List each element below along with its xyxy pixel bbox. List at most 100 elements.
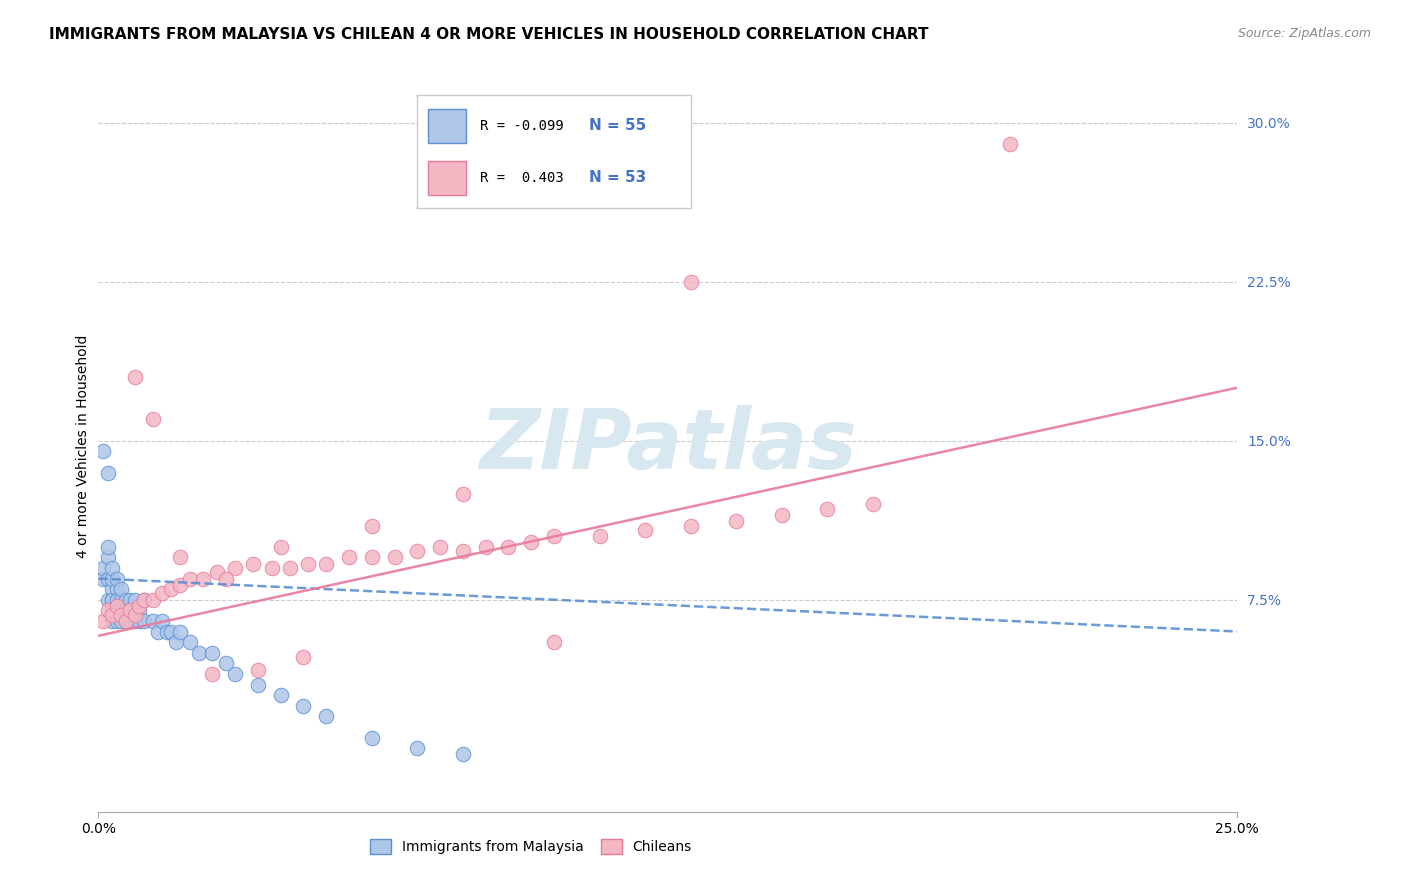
- Point: [128, 603, 150, 617]
- Point: [179, 572, 201, 586]
- Point: [270, 540, 292, 554]
- Point: [114, 614, 136, 628]
- Point: [292, 698, 315, 713]
- Point: [270, 688, 292, 702]
- Point: [679, 275, 702, 289]
- Point: [96, 572, 118, 586]
- Point: [124, 614, 146, 628]
- Point: [451, 544, 474, 558]
- Point: [101, 603, 124, 617]
- Point: [142, 614, 165, 628]
- Text: R =  0.403: R = 0.403: [481, 170, 564, 185]
- Point: [128, 614, 150, 628]
- Point: [384, 550, 406, 565]
- Point: [169, 624, 191, 639]
- Point: [725, 514, 748, 528]
- Point: [315, 709, 337, 723]
- Point: [114, 592, 136, 607]
- Point: [193, 572, 215, 586]
- Point: [242, 557, 264, 571]
- Point: [101, 582, 124, 596]
- Point: [770, 508, 793, 522]
- Point: [101, 607, 124, 622]
- Point: [101, 572, 124, 586]
- Point: [215, 657, 238, 671]
- Point: [543, 635, 565, 649]
- Point: [150, 586, 173, 600]
- Point: [679, 518, 702, 533]
- Point: [91, 444, 114, 458]
- Point: [132, 614, 155, 628]
- Point: [150, 614, 173, 628]
- Point: [360, 550, 382, 565]
- Y-axis label: 4 or more Vehicles in Household: 4 or more Vehicles in Household: [76, 334, 90, 558]
- Text: R = -0.099: R = -0.099: [481, 119, 564, 133]
- Point: [315, 557, 337, 571]
- Point: [588, 529, 610, 543]
- Point: [815, 501, 838, 516]
- Legend: Immigrants from Malaysia, Chileans: Immigrants from Malaysia, Chileans: [364, 834, 697, 860]
- Point: [278, 561, 301, 575]
- Point: [101, 592, 124, 607]
- Point: [360, 518, 382, 533]
- Point: [96, 592, 118, 607]
- Point: [105, 572, 128, 586]
- Point: [124, 592, 146, 607]
- Point: [105, 599, 128, 613]
- Point: [215, 572, 238, 586]
- Point: [96, 540, 118, 554]
- Point: [634, 523, 657, 537]
- Point: [862, 497, 884, 511]
- Text: N = 53: N = 53: [589, 170, 647, 186]
- Point: [224, 667, 246, 681]
- Point: [120, 603, 142, 617]
- Point: [96, 466, 118, 480]
- Point: [337, 550, 360, 565]
- Point: [114, 614, 136, 628]
- Point: [146, 624, 169, 639]
- Point: [520, 535, 543, 549]
- Point: [128, 599, 150, 613]
- Point: [543, 529, 565, 543]
- Point: [101, 561, 124, 575]
- Point: [91, 561, 114, 575]
- Point: [105, 603, 128, 617]
- Point: [105, 614, 128, 628]
- Point: [110, 603, 132, 617]
- Point: [406, 544, 429, 558]
- Point: [160, 582, 183, 596]
- Point: [156, 624, 179, 639]
- Text: IMMIGRANTS FROM MALAYSIA VS CHILEAN 4 OR MORE VEHICLES IN HOUSEHOLD CORRELATION : IMMIGRANTS FROM MALAYSIA VS CHILEAN 4 OR…: [49, 27, 929, 42]
- Point: [105, 592, 128, 607]
- Point: [451, 747, 474, 762]
- Point: [120, 592, 142, 607]
- Point: [142, 592, 165, 607]
- Point: [205, 565, 228, 579]
- Point: [360, 731, 382, 745]
- Point: [96, 603, 118, 617]
- Point: [165, 635, 187, 649]
- Point: [105, 582, 128, 596]
- Point: [498, 540, 520, 554]
- Point: [132, 592, 155, 607]
- Point: [224, 561, 246, 575]
- Point: [124, 370, 146, 384]
- Point: [201, 667, 224, 681]
- Point: [451, 486, 474, 500]
- Text: Source: ZipAtlas.com: Source: ZipAtlas.com: [1237, 27, 1371, 40]
- Point: [110, 592, 132, 607]
- Point: [187, 646, 209, 660]
- Point: [124, 607, 146, 622]
- Point: [246, 663, 269, 677]
- Bar: [429, 161, 467, 194]
- Point: [101, 614, 124, 628]
- Point: [297, 557, 319, 571]
- Point: [429, 540, 451, 554]
- Point: [114, 603, 136, 617]
- Point: [142, 412, 165, 426]
- Point: [998, 136, 1021, 151]
- Text: ZIPatlas: ZIPatlas: [479, 406, 856, 486]
- Point: [246, 677, 269, 691]
- Point: [292, 649, 315, 664]
- Point: [120, 603, 142, 617]
